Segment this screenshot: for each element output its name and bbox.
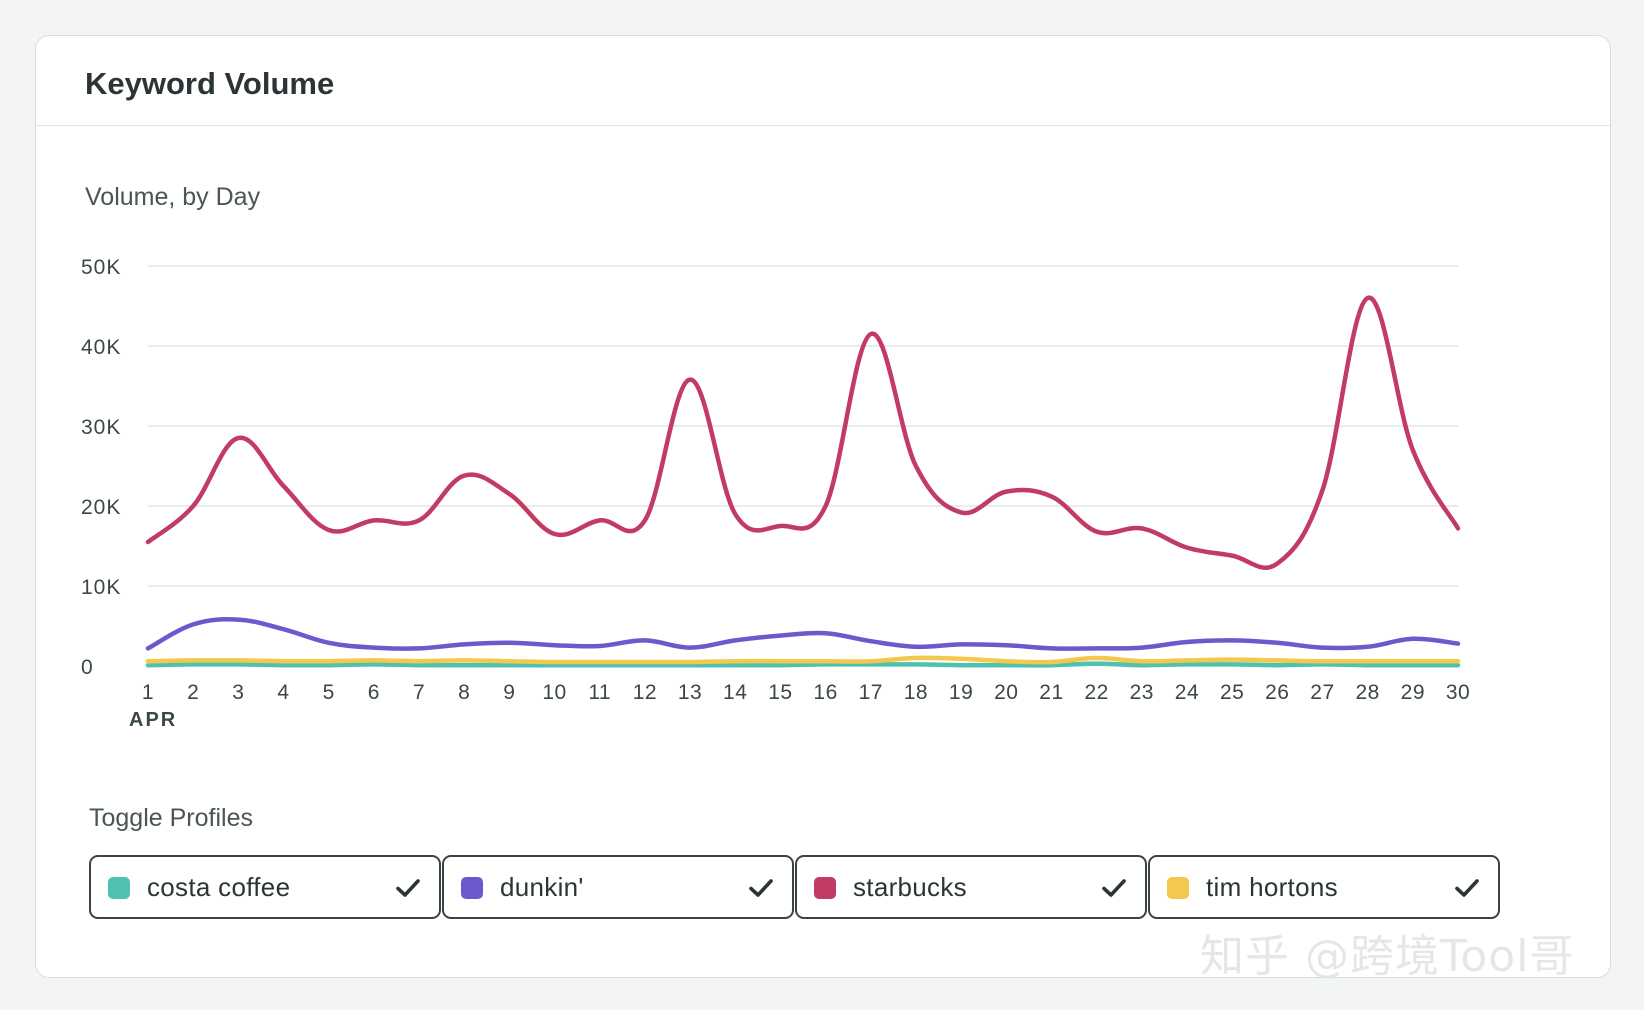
costa-coffee-color-swatch	[108, 877, 130, 899]
toggle-costa-coffee[interactable]: costa coffee	[89, 855, 441, 919]
x-tick-label: 11	[588, 681, 611, 704]
x-tick-label: 19	[949, 681, 973, 704]
x-tick-label: 23	[1130, 681, 1154, 704]
x-tick-label: 30	[1446, 681, 1470, 704]
x-tick-label: 12	[633, 681, 657, 704]
x-tick-label: 4	[277, 681, 289, 704]
x-tick-label: 25	[1220, 681, 1244, 704]
x-tick-label: 7	[413, 681, 425, 704]
series-line-costa-coffee	[145, 661, 1461, 668]
card-header: Keyword Volume	[36, 36, 1610, 126]
toggle-label: dunkin'	[500, 872, 584, 902]
x-tick-label: 28	[1355, 681, 1379, 704]
tim-hortons-color-swatch	[1167, 877, 1189, 899]
x-month-label: APR	[129, 709, 177, 731]
x-tick-label: 16	[813, 681, 837, 704]
x-tick-label: 24	[1175, 681, 1199, 704]
checkmark-icon	[1455, 879, 1479, 897]
toggle-tim-hortons[interactable]: tim hortons	[1148, 855, 1500, 919]
x-tick-label: 18	[904, 681, 928, 704]
x-tick-label: 22	[1084, 681, 1108, 704]
toggle-dunkin[interactable]: dunkin'	[442, 855, 794, 919]
toggle-profiles-heading: Toggle Profiles	[89, 804, 253, 832]
grid-lines	[148, 265, 1458, 587]
x-tick-label: 6	[368, 681, 380, 704]
x-tick-label: 9	[503, 681, 515, 704]
checkmark-icon	[749, 879, 773, 897]
x-tick-label: 13	[678, 681, 702, 704]
toggle-label: tim hortons	[1206, 872, 1338, 902]
card-title: Keyword Volume	[85, 66, 335, 101]
x-tick-label: 14	[723, 681, 747, 704]
toggle-starbucks[interactable]: starbucks	[795, 855, 1147, 919]
y-tick-label: 30K	[81, 416, 121, 439]
checkmark-icon	[1102, 879, 1126, 897]
x-tick-label: 29	[1401, 681, 1425, 704]
x-tick-label: 5	[323, 681, 335, 704]
x-axis-ticks: 1 2 3 4 5 6 7 8 9 10 11 12 13 14 15 16 17 18 19 20 21 22 23 24 2…	[129, 681, 1470, 731]
y-tick-label: 40K	[81, 336, 121, 359]
y-axis-ticks: 0 10K 20K 30K 40K 50K	[81, 256, 121, 679]
x-tick-label: 3	[232, 681, 244, 704]
x-tick-label: 2	[187, 681, 199, 704]
series-line-dunkin	[145, 616, 1461, 651]
series-lines	[145, 295, 1461, 668]
y-tick-label: 50K	[81, 256, 121, 279]
dunkin-color-swatch	[461, 877, 483, 899]
toggle-label: costa coffee	[147, 872, 291, 902]
x-tick-label: 20	[994, 681, 1018, 704]
y-tick-label: 20K	[81, 496, 121, 519]
checkmark-icon	[396, 879, 420, 897]
chart-subtitle: Volume, by Day	[85, 183, 261, 211]
y-tick-label: 10K	[81, 576, 121, 599]
series-line-starbucks	[145, 295, 1461, 570]
x-tick-label: 17	[859, 681, 883, 704]
keyword-volume-card: Keyword Volume Volume, by Day 0 10K 20K 30K…	[35, 35, 1611, 978]
x-tick-label: 27	[1310, 681, 1334, 704]
series-line-tim-hortons	[145, 655, 1461, 665]
x-tick-label: 26	[1265, 681, 1289, 704]
x-tick-label: 1	[142, 681, 154, 704]
x-tick-label: 10	[542, 681, 566, 704]
y-tick-label: 0	[81, 656, 94, 679]
x-tick-label: 15	[768, 681, 792, 704]
x-tick-label: 8	[458, 681, 470, 704]
toggle-label: starbucks	[853, 872, 967, 902]
starbucks-color-swatch	[814, 877, 836, 899]
x-tick-label: 21	[1039, 681, 1063, 704]
watermark: 知乎 @跨境Tool哥	[1200, 931, 1575, 982]
